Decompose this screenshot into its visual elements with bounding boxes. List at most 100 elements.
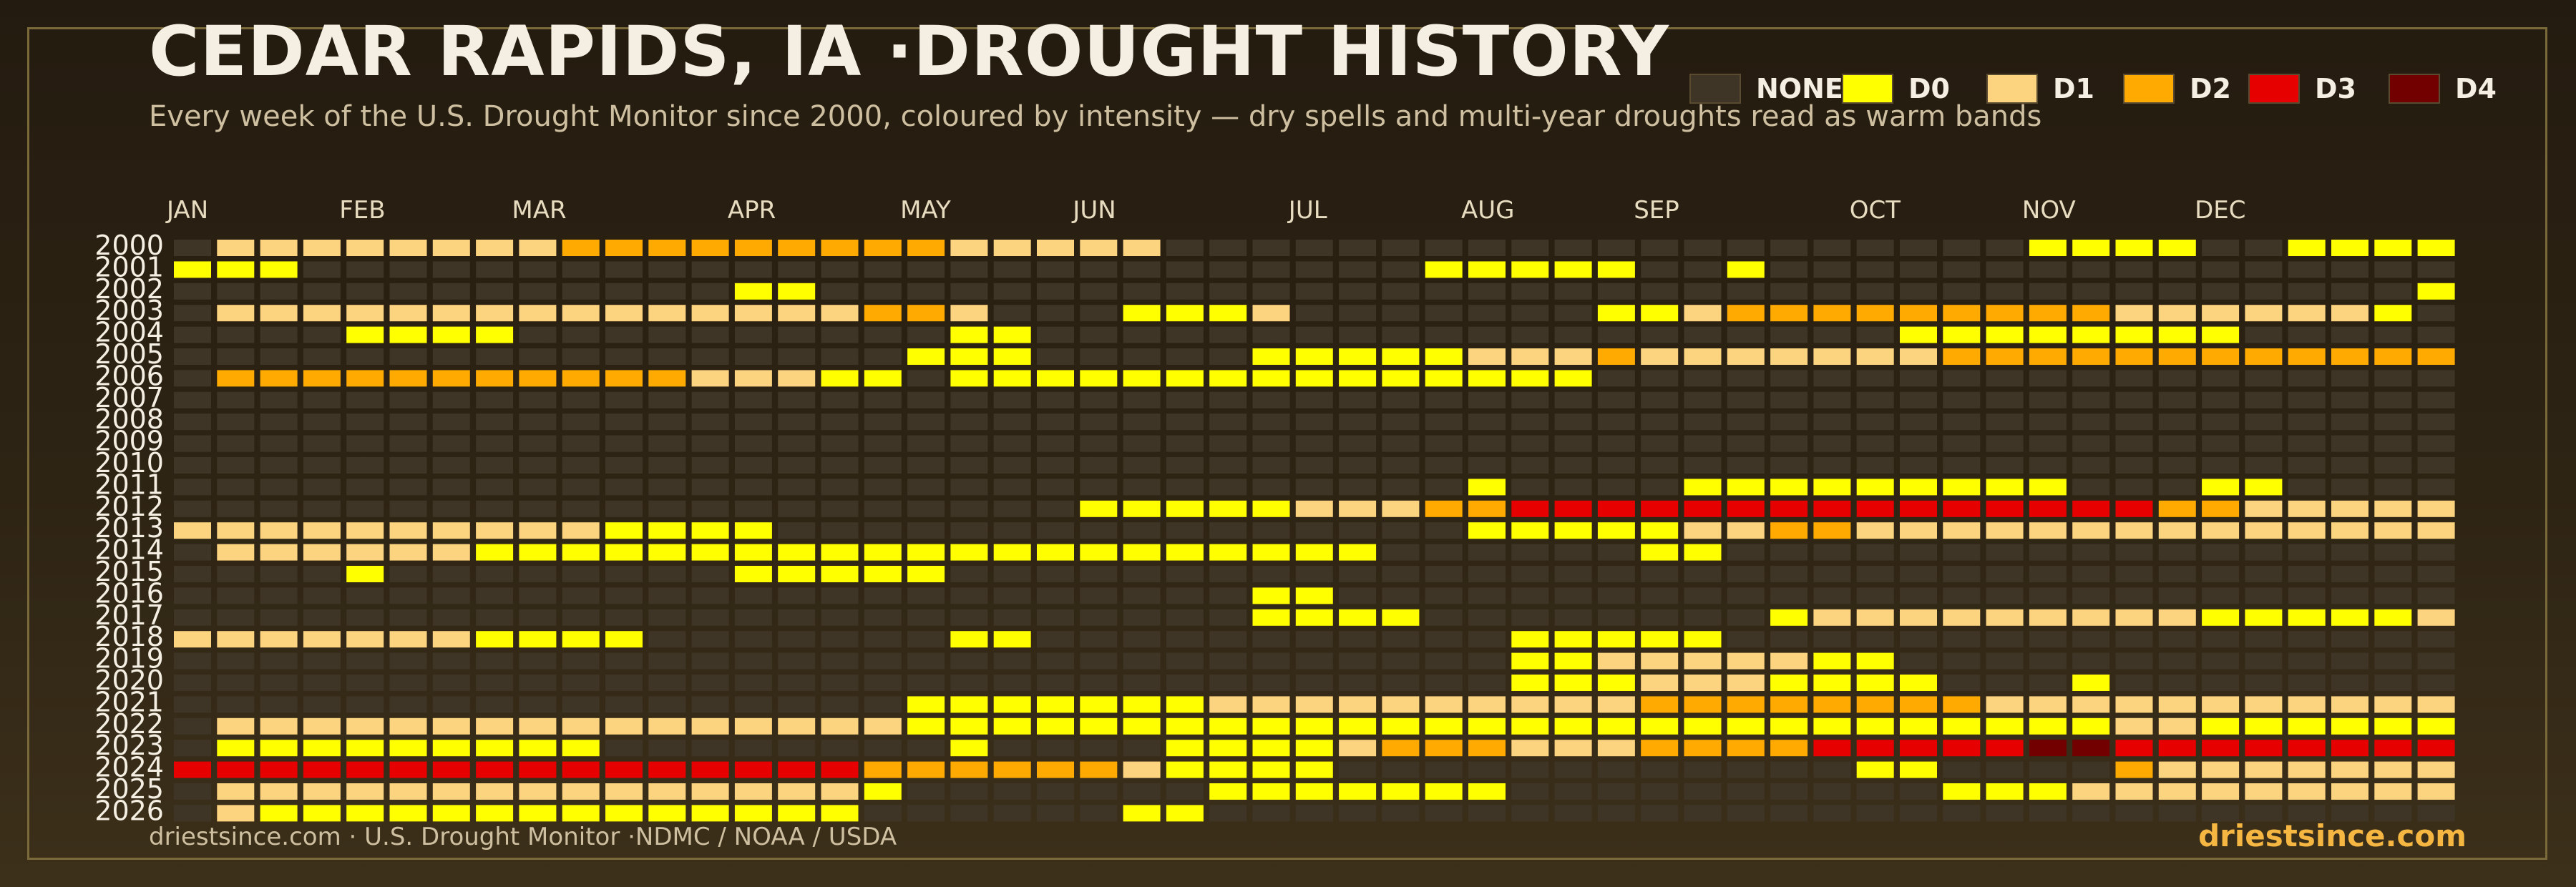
heatmap-cell	[2374, 652, 2412, 670]
heatmap-cell	[993, 652, 1031, 670]
heatmap-cell	[1813, 652, 1851, 670]
heatmap-cell	[1252, 413, 1290, 431]
heatmap-cell	[2158, 240, 2196, 256]
heatmap-cell	[389, 413, 427, 431]
heatmap-cell	[1037, 500, 1074, 517]
heatmap-cell	[1339, 326, 1377, 343]
heatmap-cell	[2115, 761, 2153, 778]
heatmap-cell	[174, 370, 211, 387]
heatmap-cell	[907, 717, 945, 735]
month-label: JUL	[1287, 196, 1327, 225]
heatmap-cell	[2417, 370, 2455, 387]
heatmap-cell	[1511, 544, 1549, 561]
heatmap-cell	[2072, 261, 2110, 278]
heatmap-cell	[2072, 500, 2110, 517]
heatmap-cell	[346, 457, 384, 474]
heatmap-cell	[562, 391, 600, 408]
heatmap-cell	[1856, 305, 1894, 322]
heatmap-cell	[1252, 500, 1290, 517]
heatmap-cell	[1684, 283, 1722, 300]
heatmap-cell	[1770, 500, 1808, 517]
heatmap-cell	[1684, 783, 1722, 800]
heatmap-cell	[1425, 675, 1463, 691]
heatmap-cell	[1770, 479, 1808, 496]
heatmap-cell	[346, 283, 384, 300]
heatmap-cell	[1123, 370, 1161, 387]
heatmap-cell	[2202, 652, 2240, 670]
year-label: 2020	[94, 665, 164, 696]
heatmap-cell	[1770, 261, 1808, 278]
heatmap-cell	[2245, 544, 2283, 561]
heatmap-cell	[2245, 652, 2283, 670]
heatmap-cell	[174, 435, 211, 452]
heatmap-cell	[2417, 587, 2455, 604]
heatmap-cell	[1080, 761, 1118, 778]
year-label: 2000	[94, 230, 164, 261]
heatmap-cell	[1943, 457, 1981, 474]
heatmap-cell	[1770, 609, 1808, 626]
heatmap-cell	[1943, 479, 1981, 496]
heatmap-cell	[1856, 457, 1894, 474]
heatmap-cell	[389, 261, 427, 278]
heatmap-cell	[950, 587, 988, 604]
heatmap-cell	[648, 348, 686, 365]
heatmap-cell	[691, 370, 729, 387]
heatmap-cell	[2029, 675, 2067, 691]
heatmap-cell	[1684, 696, 1722, 713]
heatmap-cell	[2245, 675, 2283, 691]
heatmap-cell	[2115, 413, 2153, 431]
heatmap-cell	[821, 413, 859, 431]
heatmap-cell	[1727, 326, 1765, 343]
heatmap-cell	[1037, 326, 1074, 343]
heatmap-cell	[2029, 500, 2067, 517]
heatmap-cell	[1382, 566, 1420, 582]
heatmap-cell	[2158, 566, 2196, 582]
heatmap-cell	[2202, 522, 2240, 539]
heatmap-cell	[1425, 566, 1463, 582]
heatmap-cell	[1382, 717, 1420, 735]
heatmap-cell	[605, 544, 643, 561]
heatmap-cell	[1123, 522, 1161, 539]
heatmap-cell	[303, 500, 341, 517]
heatmap-cell	[1727, 479, 1765, 496]
heatmap-cell	[2115, 261, 2153, 278]
month-label: OCT	[1850, 196, 1901, 225]
heatmap-cell	[1770, 587, 1808, 604]
heatmap-cell	[2202, 479, 2240, 496]
heatmap-cell	[2331, 609, 2368, 626]
heatmap-cell	[2029, 631, 2067, 648]
heatmap-cell	[1813, 631, 1851, 648]
heatmap-cell	[1339, 761, 1377, 778]
brand-link[interactable]: driestsince.com	[2198, 818, 2467, 853]
heatmap-cell	[303, 805, 341, 822]
heatmap-cell	[2072, 740, 2110, 757]
heatmap-cell	[778, 283, 816, 300]
heatmap-cell	[1252, 544, 1290, 561]
heatmap-cell	[1209, 305, 1247, 322]
heatmap-cell	[1770, 696, 1808, 713]
year-label: 2017	[94, 599, 164, 631]
heatmap-cell	[821, 609, 859, 626]
heatmap-cell	[260, 435, 298, 452]
heatmap-cell	[217, 675, 255, 691]
heatmap-cell	[1425, 740, 1463, 757]
heatmap-cell	[1123, 326, 1161, 343]
heatmap-cell	[864, 391, 902, 408]
heatmap-cell	[1641, 479, 1679, 496]
heatmap-cell	[1641, 717, 1679, 735]
heatmap-cell	[389, 370, 427, 387]
heatmap-cell	[217, 522, 255, 539]
heatmap-cell	[778, 544, 816, 561]
heatmap-cell	[2417, 783, 2455, 800]
heatmap-cell	[907, 696, 945, 713]
heatmap-cell	[1252, 675, 1290, 691]
heatmap-cell	[2029, 391, 2067, 408]
heatmap-cell	[2331, 675, 2368, 691]
heatmap-cell	[2202, 783, 2240, 800]
heatmap-cell	[2158, 783, 2196, 800]
heatmap-cell	[993, 631, 1031, 648]
heatmap-cell	[1770, 761, 1808, 778]
heatmap-cell	[1468, 609, 1506, 626]
heatmap-cell	[1295, 391, 1333, 408]
heatmap-cell	[2331, 805, 2368, 822]
